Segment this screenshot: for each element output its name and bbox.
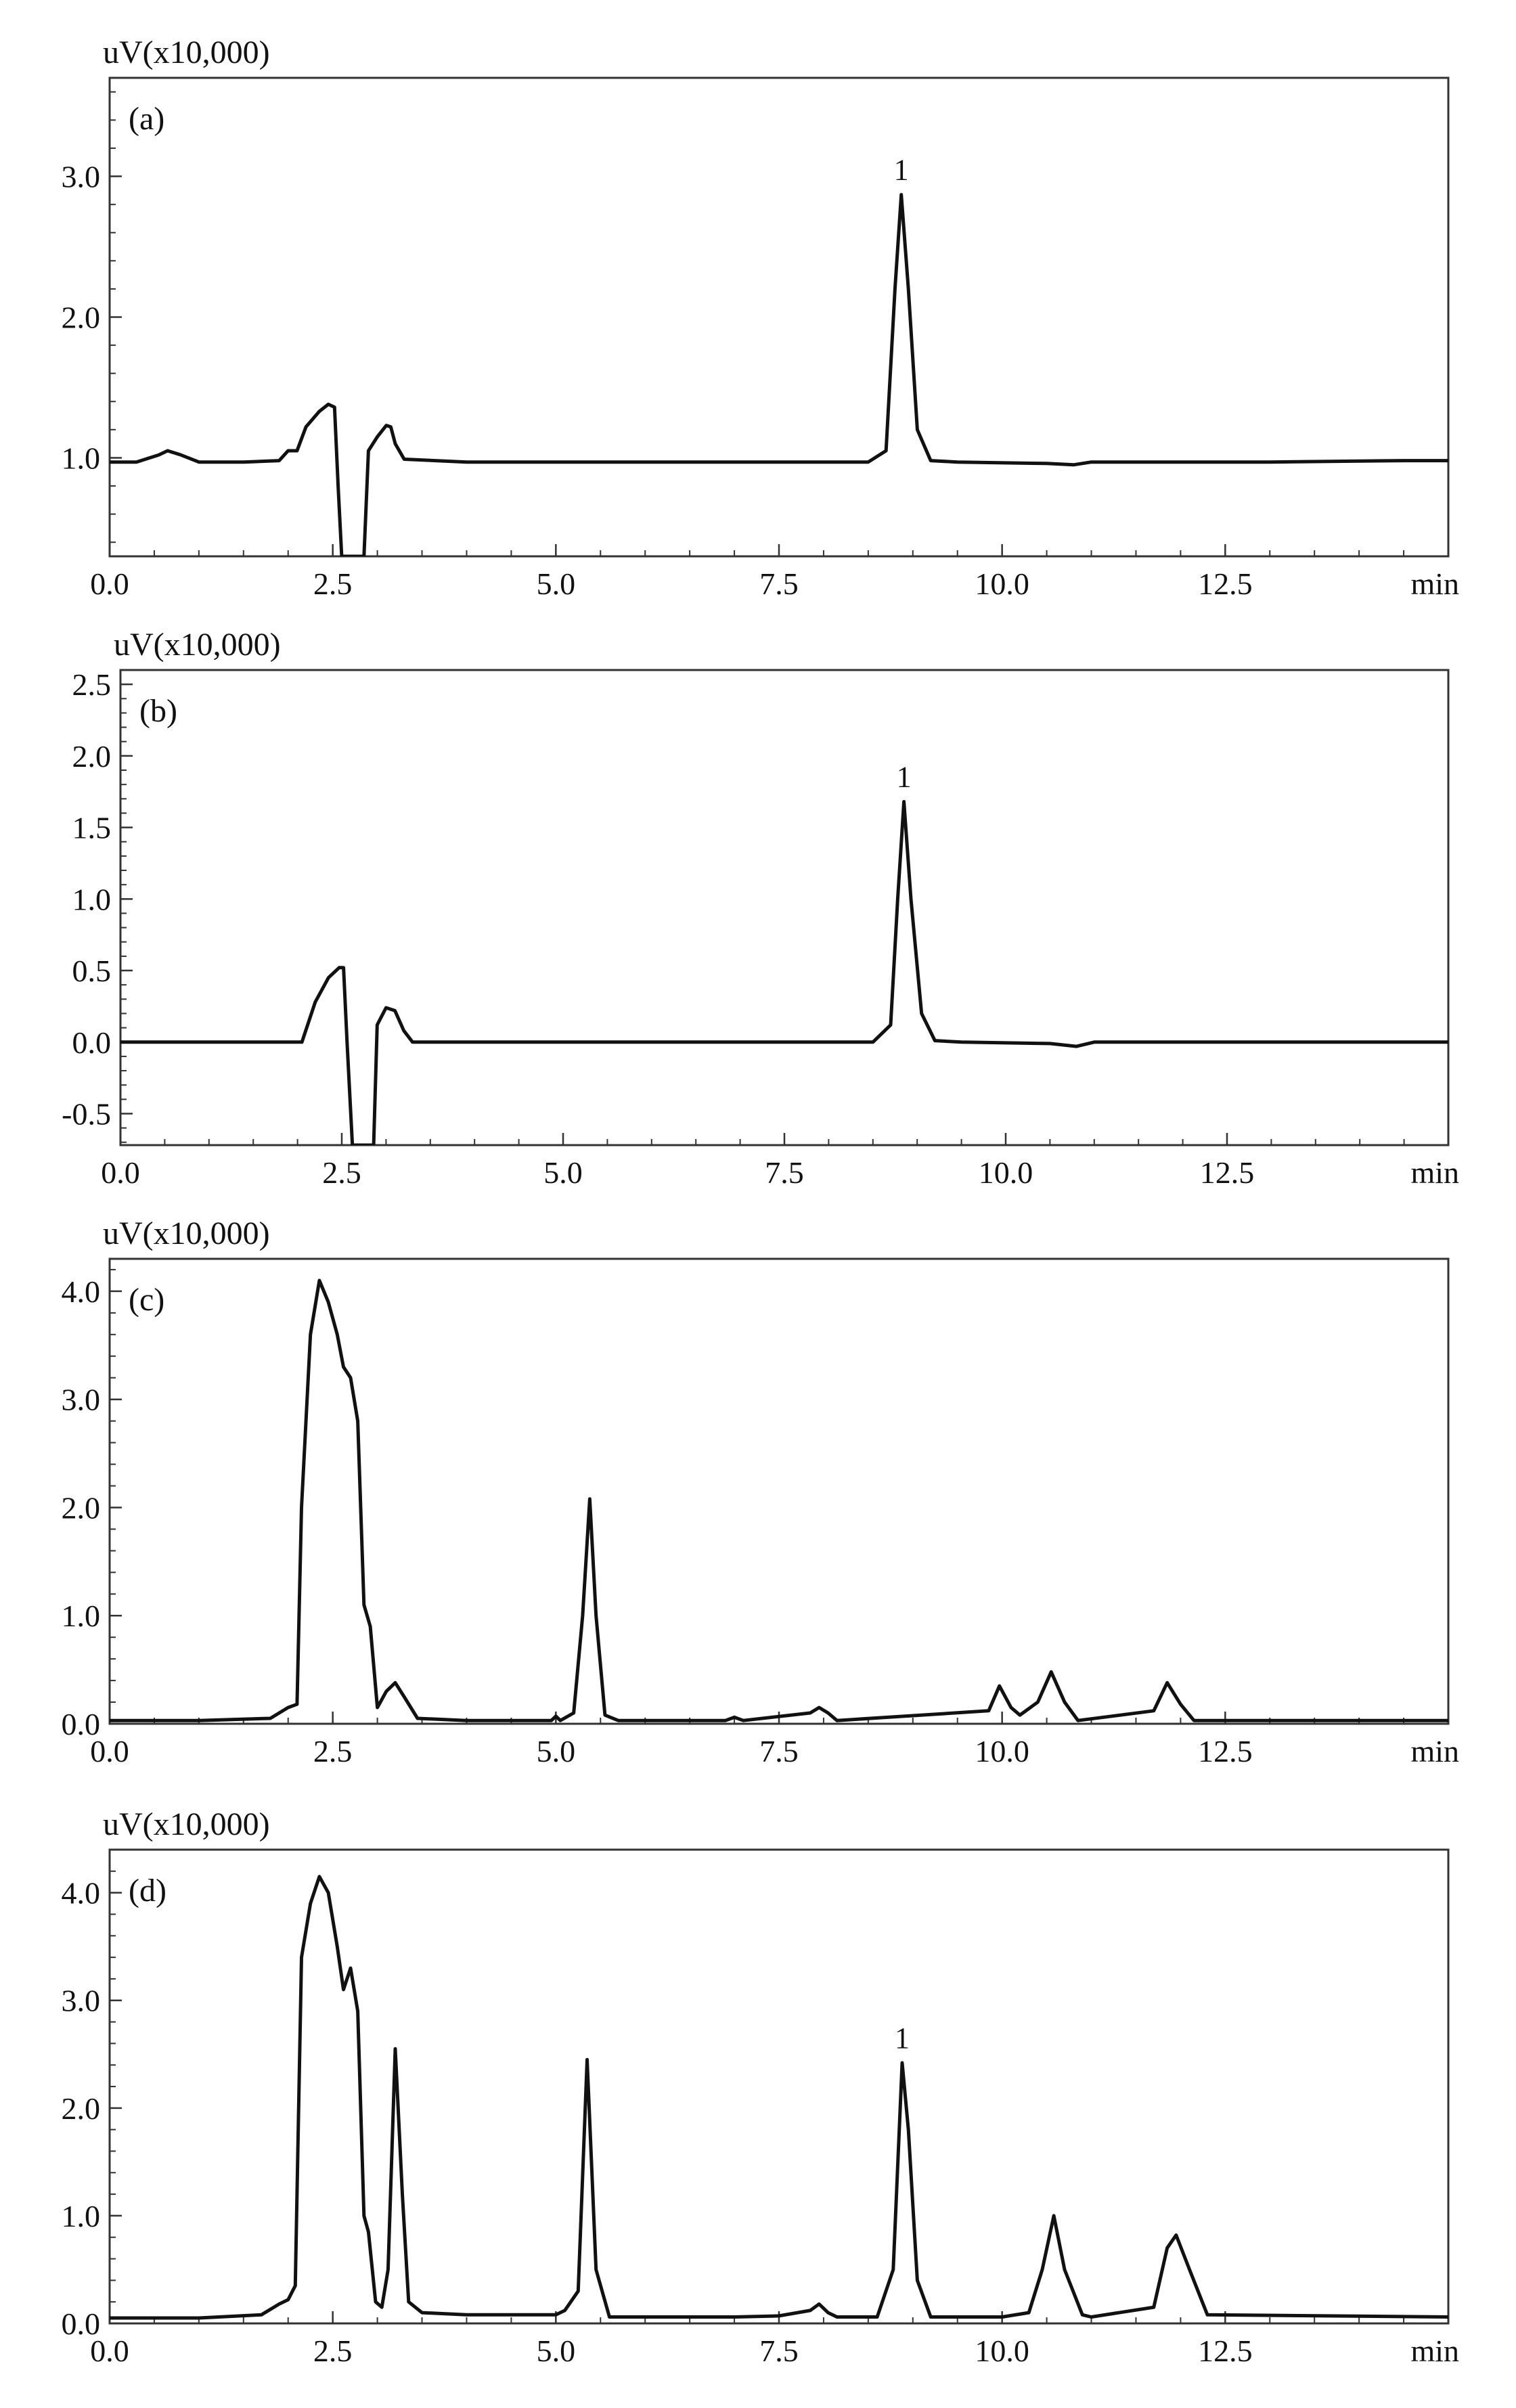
y-tick-label-a-0: 1.0	[62, 441, 101, 475]
x-axis-label-b: min	[1410, 1155, 1459, 1190]
y-tick-label-d-4: 4.0	[62, 1876, 101, 1911]
x-tick-label-a-2: 5.0	[537, 566, 576, 601]
chromatogram-trace-c	[110, 1278, 1448, 1722]
x-tick-label-b-3: 7.5	[765, 1155, 804, 1190]
x-tick-label-c-5: 12.5	[1198, 1734, 1253, 1768]
panel-label-d: (d)	[129, 1873, 166, 1909]
y-tick-label-d-0: 0.0	[62, 2306, 101, 2341]
y-tick-label-b-3: 1.0	[72, 882, 112, 916]
x-tick-label-a-4: 10.0	[975, 566, 1029, 601]
x-tick-label-b-1: 2.5	[322, 1155, 361, 1190]
panel-c: 0.0 2.5 5.0 7.5 10.0 12.5 min 0.0 1.0 2.0 3.0 4.0uV…	[62, 1216, 1460, 1768]
panel-b: 0.0 2.5 5.0 7.5 10.0 12.5 min-0.50.00.51.01.52…	[62, 627, 1459, 1190]
y-axis-label-d: uV(x10,000)	[103, 1806, 270, 1842]
x-axis-label-c: min	[1410, 1734, 1459, 1768]
chromatogram-trace-d	[110, 1875, 1448, 2320]
y-tick-label-c-0: 0.0	[62, 1707, 101, 1741]
y-axis-label-a: uV(x10,000)	[103, 35, 270, 70]
x-tick-label-a-5: 12.5	[1198, 566, 1253, 601]
y-tick-label-d-2: 2.0	[62, 2091, 101, 2126]
x-tick-label-c-2: 5.0	[537, 1734, 576, 1768]
x-tick-label-b-2: 5.0	[543, 1155, 583, 1190]
y-tick-label-b-6: 2.5	[72, 667, 112, 702]
x-tick-label-d-0: 0.0	[90, 2334, 129, 2368]
panel-a: 0.0 2.5 5.0 7.5 10.0 12.5 min 1.0 2.0 3.0 uV(x10,0…	[62, 35, 1460, 601]
panel-label-b: (b)	[139, 693, 177, 729]
y-tick-label-b-0: -0.5	[62, 1096, 111, 1131]
x-tick-label-b-4: 10.0	[979, 1155, 1033, 1190]
y-tick-label-b-5: 2.0	[72, 739, 112, 774]
x-tick-label-b-5: 12.5	[1200, 1155, 1255, 1190]
y-axis-label-b: uV(x10,000)	[114, 627, 281, 663]
x-tick-label-b-0: 0.0	[101, 1155, 140, 1190]
x-axis-label-d: min	[1410, 2334, 1459, 2368]
panel-label-a: (a)	[129, 101, 164, 137]
y-tick-label-d-3: 3.0	[62, 1984, 101, 2018]
chromatogram-trace-a	[110, 193, 1448, 556]
chromatogram-panels: 0.0 2.5 5.0 7.5 10.0 12.5 min1.02.03.0uV(x10,0…	[62, 35, 1460, 2368]
chromatogram-trace-b	[120, 800, 1448, 1145]
y-axis-label-c: uV(x10,000)	[103, 1216, 270, 1251]
x-tick-label-a-3: 7.5	[759, 566, 799, 601]
x-tick-label-d-4: 10.0	[975, 2334, 1029, 2368]
y-tick-label-b-4: 1.5	[72, 811, 112, 845]
x-tick-label-d-1: 2.5	[313, 2334, 353, 2368]
peak-annotation-b-0: 1	[897, 761, 912, 794]
x-tick-label-a-0: 0.0	[90, 566, 129, 601]
y-tick-label-c-1: 1.0	[62, 1599, 101, 1633]
x-tick-label-d-3: 7.5	[759, 2334, 799, 2368]
x-tick-label-c-4: 10.0	[975, 1734, 1029, 1768]
x-tick-label-d-5: 12.5	[1198, 2334, 1253, 2368]
y-tick-label-a-2: 3.0	[62, 160, 101, 194]
x-tick-label-c-3: 7.5	[759, 1734, 799, 1768]
x-tick-label-d-2: 5.0	[537, 2334, 576, 2368]
x-tick-label-c-0: 0.0	[90, 1734, 129, 1768]
peak-annotation-d-0: 1	[895, 2022, 910, 2055]
peak-annotation-a-0: 1	[894, 154, 909, 187]
panel-d: 0.0 2.5 5.0 7.5 10.0 12.5 min 0.0 1.0 2.0 3.0 4.0uV…	[62, 1806, 1460, 2368]
y-tick-label-c-3: 3.0	[62, 1383, 101, 1417]
x-tick-label-a-1: 2.5	[313, 566, 353, 601]
y-tick-label-c-2: 2.0	[62, 1490, 101, 1525]
x-axis-label-a: min	[1410, 566, 1459, 601]
y-tick-label-b-1: 0.0	[72, 1025, 112, 1060]
y-tick-label-c-4: 4.0	[62, 1274, 101, 1309]
y-tick-label-d-1: 1.0	[62, 2199, 101, 2233]
panel-label-c: (c)	[129, 1282, 164, 1318]
y-tick-label-b-2: 0.5	[72, 954, 112, 988]
y-tick-label-a-1: 2.0	[62, 300, 101, 335]
x-tick-label-c-1: 2.5	[313, 1734, 353, 1768]
